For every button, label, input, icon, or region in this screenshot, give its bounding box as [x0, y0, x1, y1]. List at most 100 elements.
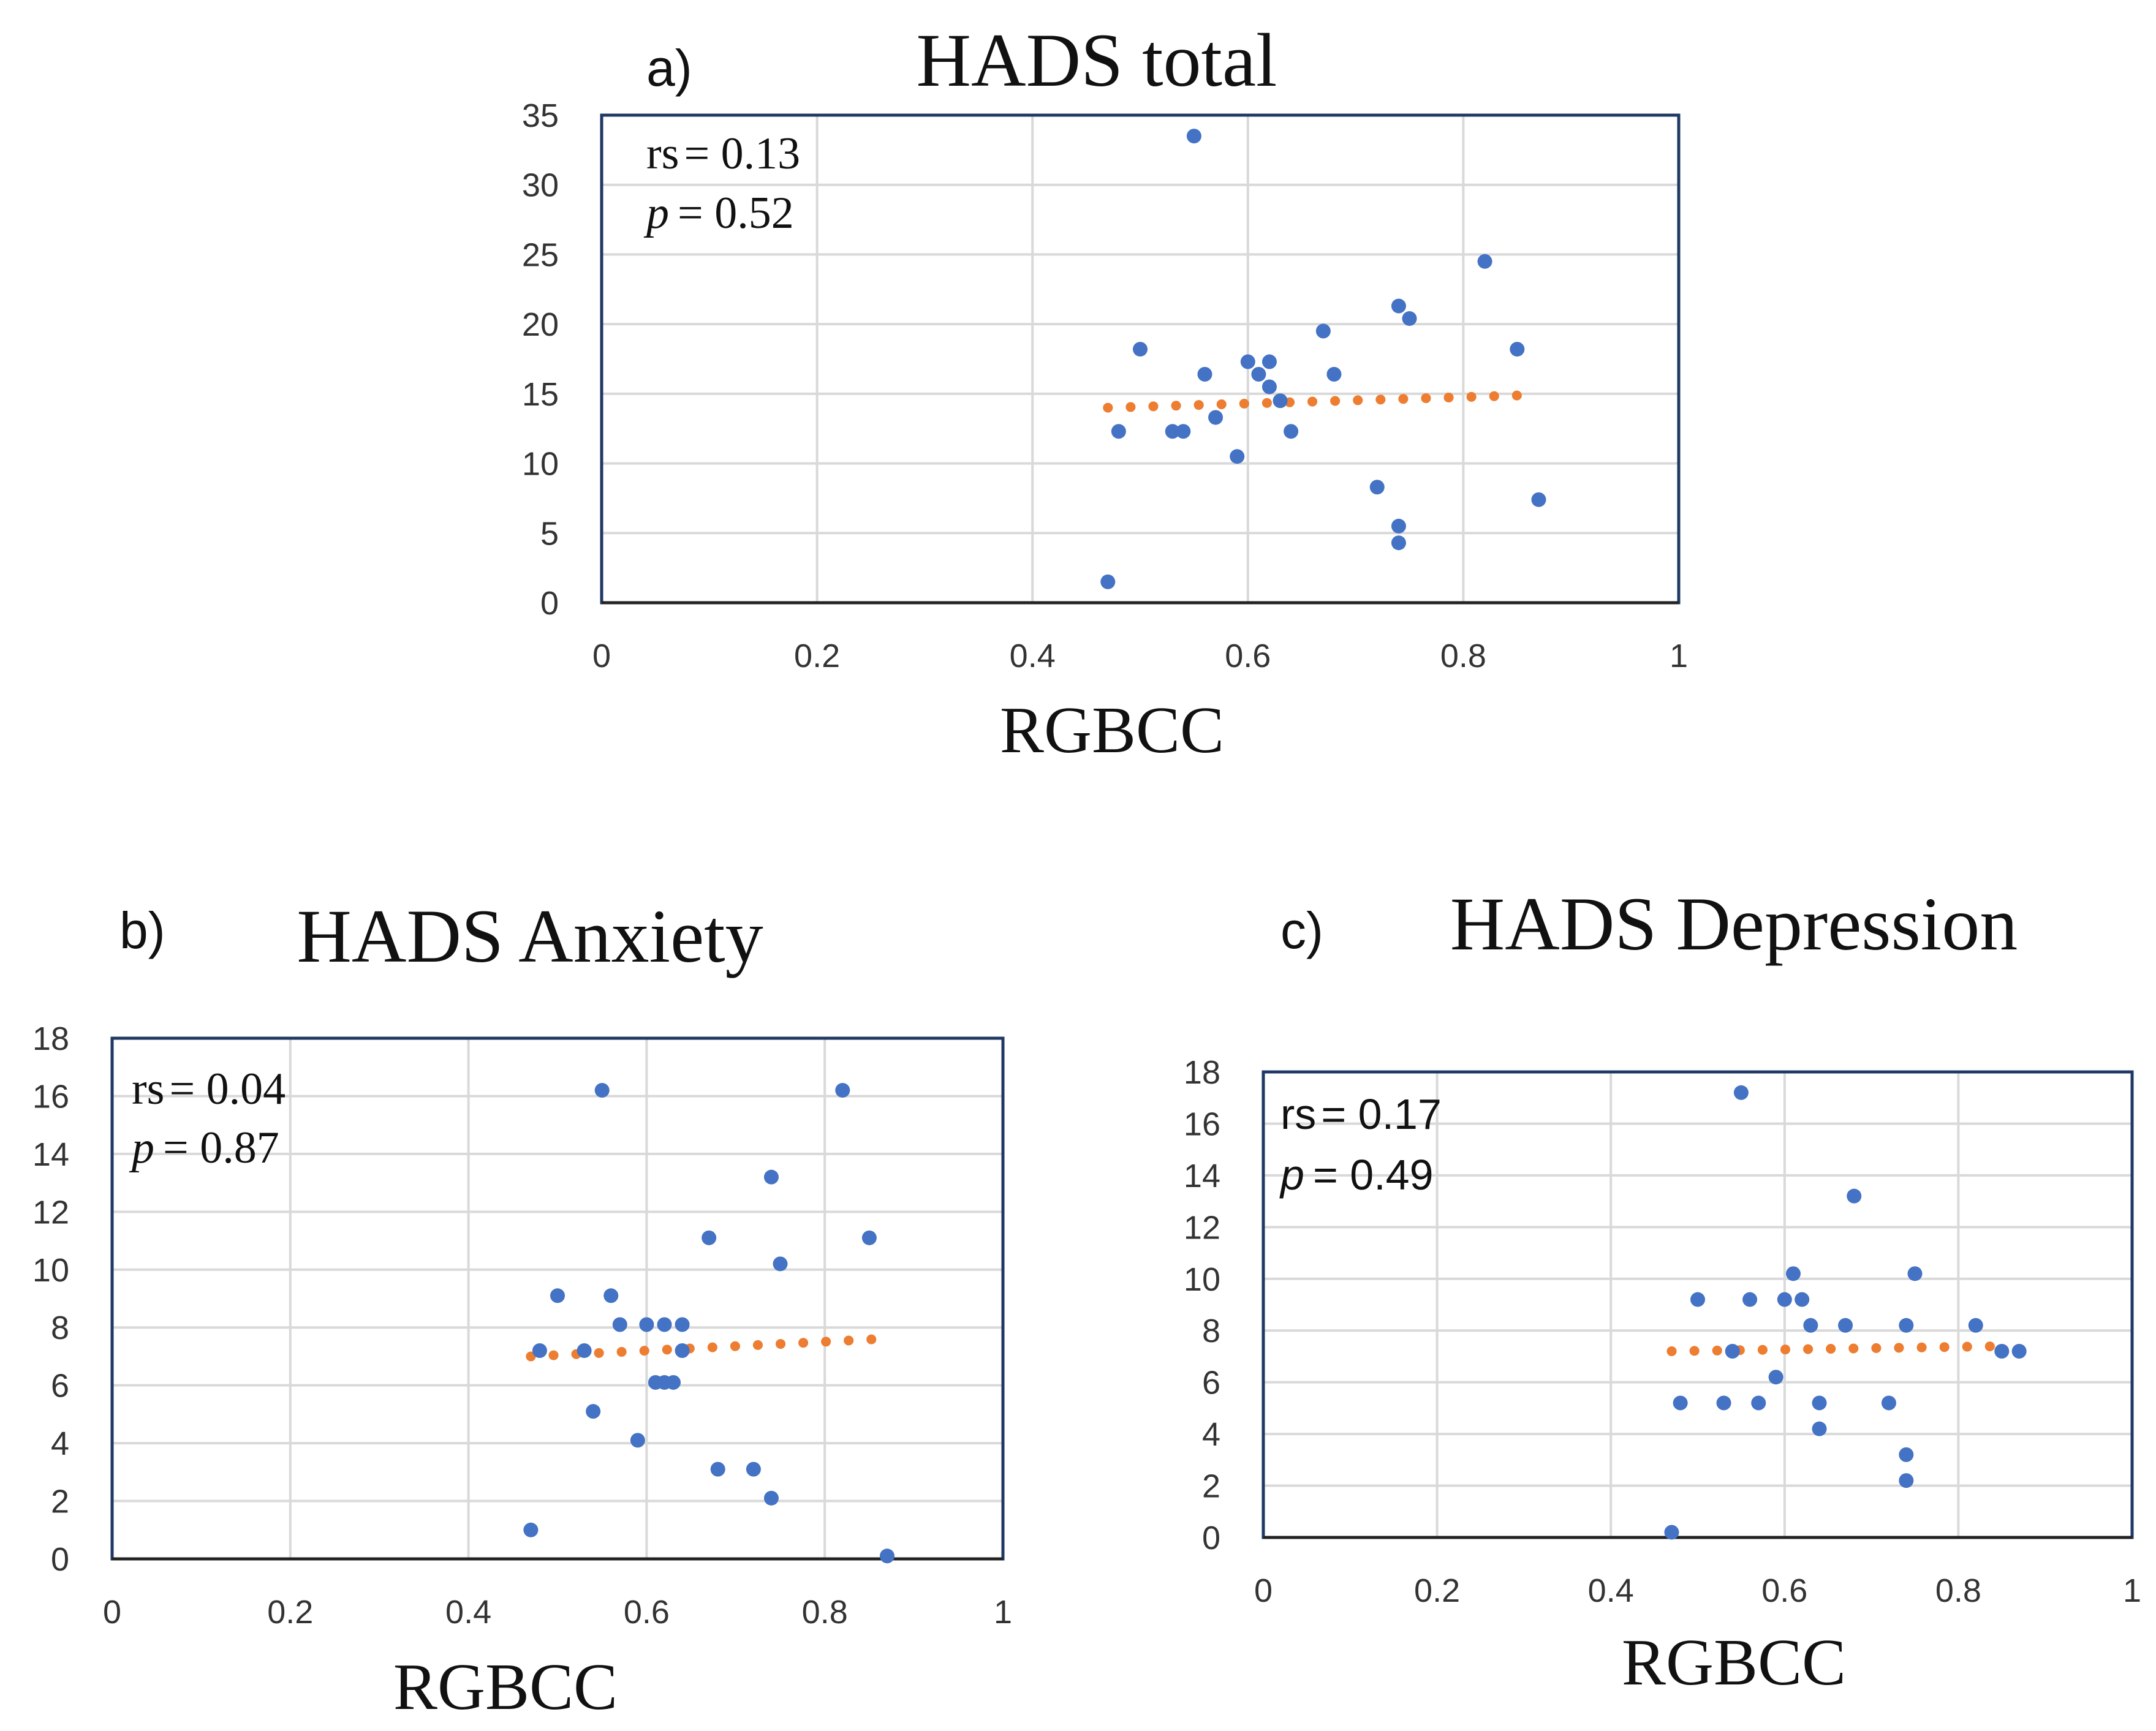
- data-point: [675, 1317, 690, 1332]
- data-point: [1777, 1292, 1792, 1307]
- rs-stat-b: rs = 0.04: [132, 1064, 286, 1114]
- y-tick-label: 2: [1202, 1468, 1220, 1505]
- y-tick-label: 10: [1184, 1261, 1220, 1298]
- x-tick-label: 0.2: [1414, 1572, 1460, 1609]
- data-point: [1664, 1525, 1679, 1540]
- data-point: [1111, 424, 1126, 439]
- chart-panel-b: b) HADS Anxiety 0 0.2 0.4 0.6 0.8 10246810121…: [32, 894, 1012, 1724]
- data-point: [1240, 354, 1255, 369]
- data-point: [1742, 1292, 1758, 1307]
- x-tick-label: 0: [592, 638, 611, 674]
- panel-label-a: a): [646, 39, 692, 97]
- data-point: [763, 1169, 779, 1185]
- data-point: [1733, 1085, 1749, 1100]
- y-tick-label: 4: [51, 1425, 69, 1462]
- data-point: [1751, 1395, 1766, 1411]
- data-point: [1785, 1266, 1801, 1281]
- data-point: [1994, 1344, 2010, 1359]
- p-stat-a: p = 0.52: [643, 188, 794, 238]
- data-point: [710, 1461, 725, 1477]
- y-tick-label: 6: [51, 1368, 69, 1405]
- data-point: [1531, 492, 1546, 507]
- x-tick-label: 0.6: [624, 1594, 670, 1631]
- data-point: [835, 1083, 850, 1098]
- y-tick-label: 8: [1202, 1313, 1220, 1349]
- data-point: [586, 1404, 601, 1419]
- p-stat-c: p = 0.49: [1279, 1151, 1434, 1199]
- rs-stat-a: rs = 0.13: [646, 129, 800, 179]
- data-point: [1186, 129, 1201, 144]
- data-point: [1899, 1447, 1914, 1462]
- data-point: [1261, 354, 1277, 369]
- x-tick-label: 0: [1254, 1572, 1273, 1609]
- x-tick-label: 0.8: [1935, 1572, 1981, 1609]
- data-point: [612, 1317, 627, 1332]
- rs-stat-c: rs = 0.17: [1280, 1090, 1442, 1138]
- x-tick-label: 0.2: [267, 1594, 313, 1631]
- data-point: [603, 1288, 619, 1303]
- data-point: [1725, 1344, 1740, 1359]
- data-point: [594, 1083, 610, 1098]
- data-point: [1838, 1318, 1853, 1333]
- trendline: [1666, 1341, 2016, 1356]
- data-point: [1261, 379, 1277, 394]
- y-tick-label: 6: [1202, 1365, 1220, 1401]
- data-point: [1899, 1473, 1914, 1488]
- data-point: [1326, 367, 1342, 382]
- data-point: [763, 1490, 779, 1506]
- data-point: [773, 1256, 788, 1272]
- data-point: [1907, 1266, 1923, 1281]
- data-point: [1251, 367, 1266, 382]
- data-point: [1176, 424, 1191, 439]
- data-point: [746, 1461, 761, 1477]
- data-point: [1803, 1318, 1818, 1333]
- y-tick-label: 18: [1184, 1054, 1220, 1091]
- data-point: [702, 1230, 717, 1245]
- data-point: [1100, 574, 1116, 589]
- x-axis-title-a: RGBCC: [1000, 694, 1224, 767]
- data-point: [1477, 254, 1492, 269]
- data-point: [675, 1343, 690, 1358]
- data-point: [1402, 311, 1417, 326]
- x-tick-label: 0.4: [445, 1594, 491, 1631]
- y-tick-label: 20: [522, 306, 559, 343]
- y-tick-label: 0: [540, 585, 559, 622]
- data-point: [657, 1317, 672, 1332]
- data-point: [1881, 1395, 1896, 1411]
- data-point: [1197, 367, 1212, 382]
- x-tick-label: 0.8: [802, 1594, 848, 1631]
- data-point: [2011, 1344, 2027, 1359]
- data-point: [1284, 424, 1299, 439]
- data-point: [1899, 1318, 1914, 1333]
- data-point: [1795, 1292, 1810, 1307]
- data-point: [532, 1343, 547, 1358]
- y-tick-label: 16: [1184, 1106, 1220, 1142]
- x-tick-label: 0.4: [1588, 1572, 1634, 1609]
- x-tick-label: 1: [2123, 1572, 2141, 1609]
- chart-panel-a: a) HADS total 0 0.2 0.4 0.6 0.8 1051015202530…: [522, 18, 1688, 767]
- data-point: [1673, 1395, 1688, 1411]
- chart-title-a: HADS total: [917, 18, 1277, 102]
- data-point: [523, 1522, 539, 1537]
- y-tick-label: 10: [522, 446, 559, 483]
- data-point: [1165, 424, 1180, 439]
- chart-title-b: HADS Anxiety: [297, 894, 763, 978]
- x-axis-title-b: RGBCC: [393, 1651, 618, 1724]
- data-point: [1230, 449, 1245, 464]
- y-tick-label: 12: [32, 1194, 69, 1231]
- y-tick-label: 30: [522, 167, 559, 204]
- x-tick-label: 1: [1670, 638, 1688, 674]
- data-point: [1690, 1292, 1705, 1307]
- x-tick-label: 0.2: [794, 638, 840, 674]
- x-tick-label: 0: [103, 1594, 121, 1631]
- chart-title-c: HADS Depression: [1450, 882, 2018, 966]
- data-point: [1391, 298, 1406, 314]
- data-point: [1768, 1370, 1783, 1385]
- data-point: [1315, 323, 1331, 339]
- y-tick-label: 16: [32, 1078, 69, 1115]
- y-tick-label: 25: [522, 236, 559, 273]
